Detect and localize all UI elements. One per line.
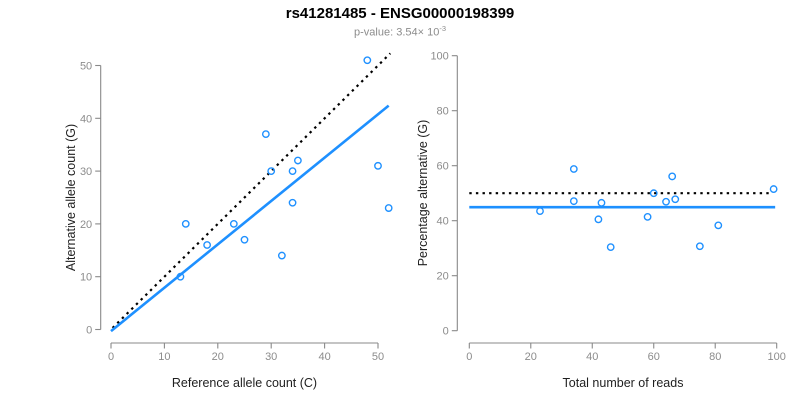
x-tick-label: 20 <box>525 351 537 363</box>
data-point <box>662 197 670 206</box>
data-point <box>384 204 393 212</box>
x-tick-label: 60 <box>648 351 660 363</box>
x-tick-label: 10 <box>158 351 170 363</box>
figure-subtitle: p-value: 3.54× 10-3 <box>0 24 800 39</box>
data-point <box>229 219 238 228</box>
x-tick-label: 0 <box>108 351 114 363</box>
y-tick-label: 10 <box>80 272 92 284</box>
data-point <box>536 207 544 215</box>
data-point <box>203 241 212 249</box>
x-tick-label: 30 <box>265 351 277 363</box>
y-axis-title: Percentage alternative (G) <box>416 120 430 267</box>
x-tick-label: 100 <box>768 351 786 363</box>
data-point <box>176 272 185 281</box>
x-axis-title: Reference allele count (C) <box>172 376 317 390</box>
data-point <box>240 235 249 244</box>
data-point <box>374 161 382 170</box>
data-point <box>267 167 276 176</box>
y-tick-label: 0 <box>86 325 92 337</box>
data-point <box>769 185 778 193</box>
x-tick-label: 50 <box>372 351 384 363</box>
y-axis-title: Alternative allele count (G) <box>64 124 78 271</box>
y-tick-label: 100 <box>430 51 448 63</box>
data-point <box>671 195 680 204</box>
p-value-mantissa: 3.54× 10 <box>396 26 440 39</box>
data-point <box>288 167 297 176</box>
y-tick-label: 40 <box>437 216 449 228</box>
data-point <box>569 165 578 173</box>
x-axis-title: Total number of reads <box>563 376 684 390</box>
data-point <box>643 212 652 221</box>
x-tick-label: 0 <box>466 351 472 363</box>
x-tick-label: 20 <box>212 351 224 363</box>
data-point <box>606 243 615 252</box>
data-point <box>363 56 372 65</box>
data-point <box>181 219 190 228</box>
data-point <box>261 130 270 139</box>
p-value-prefix: p-value: <box>354 26 397 39</box>
data-point <box>293 156 302 165</box>
p-value-exponent: -3 <box>439 24 446 33</box>
y-tick-label: 40 <box>80 113 92 125</box>
data-point <box>597 198 606 207</box>
data-point <box>569 197 578 206</box>
data-point <box>695 242 704 251</box>
data-point <box>714 221 723 230</box>
data-point <box>594 215 603 224</box>
y-tick-label: 50 <box>80 61 92 73</box>
y-tick-label: 20 <box>437 271 449 283</box>
data-point <box>668 172 677 181</box>
y-tick-label: 60 <box>437 161 449 173</box>
y-tick-label: 20 <box>80 219 92 231</box>
data-point <box>277 251 286 260</box>
x-tick-label: 40 <box>318 351 330 363</box>
y-tick-label: 80 <box>437 106 449 118</box>
data-point <box>649 189 658 198</box>
data-point <box>288 198 297 207</box>
y-tick-label: 0 <box>443 326 449 338</box>
figure-title: rs41281485 - ENSG00000198399 <box>285 5 515 22</box>
identity-expected-line <box>111 52 392 329</box>
x-tick-label: 80 <box>709 351 721 363</box>
y-tick-label: 30 <box>80 166 92 178</box>
fitted-trend-line <box>110 104 390 333</box>
x-tick-label: 40 <box>586 351 598 363</box>
